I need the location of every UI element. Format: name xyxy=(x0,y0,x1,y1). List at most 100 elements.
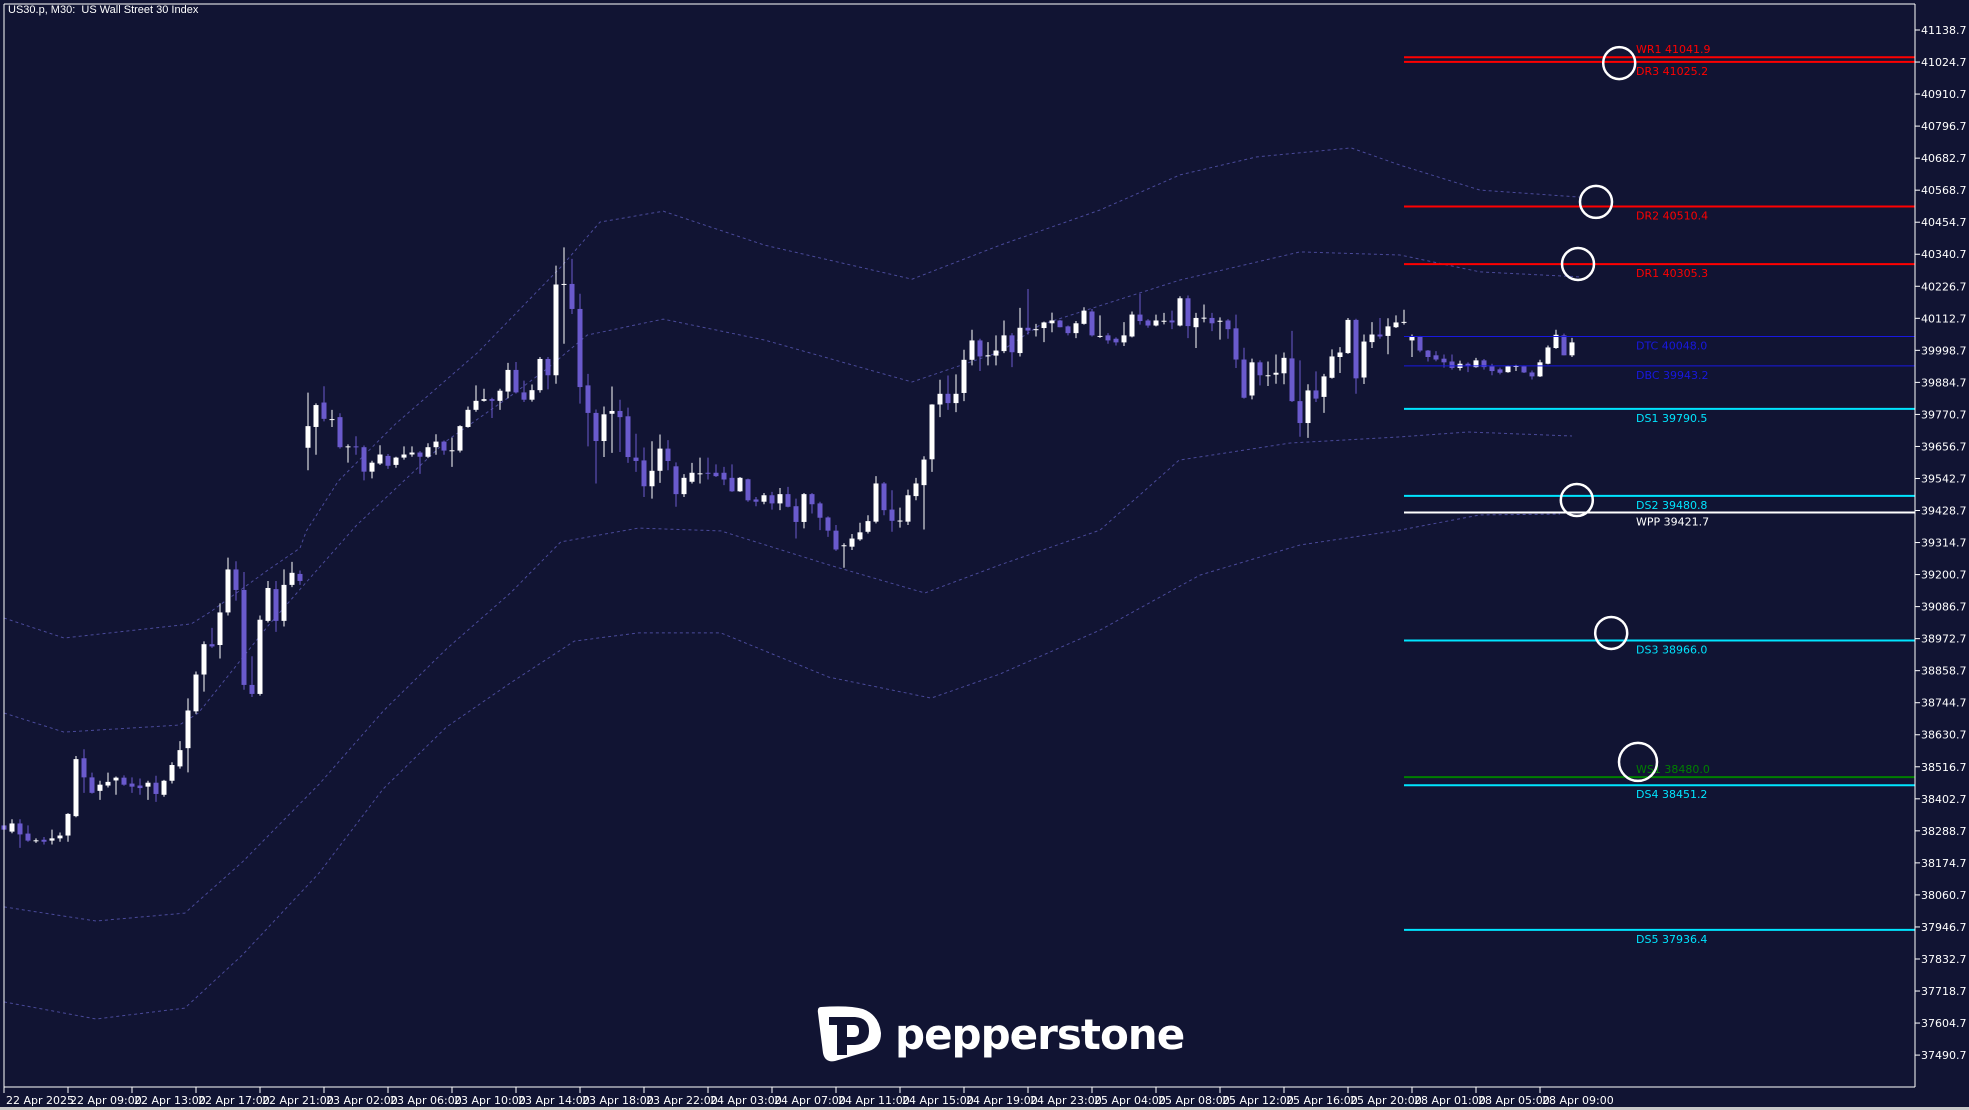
candle xyxy=(1089,308,1095,337)
candle-body-bear xyxy=(297,573,303,581)
candle xyxy=(753,496,759,507)
candle-body-bull xyxy=(1017,327,1023,354)
candle xyxy=(1065,325,1071,336)
level-dbc[interactable]: DBC 39943.2 xyxy=(1404,365,1915,382)
candle xyxy=(729,464,735,492)
candle-body-bear xyxy=(249,684,255,694)
candle xyxy=(569,258,575,315)
candle xyxy=(593,409,599,484)
candle xyxy=(1321,373,1327,413)
price-tick-label: 37490.7 xyxy=(1921,1049,1967,1062)
candle-body-bull xyxy=(169,765,175,781)
candle-body-bear xyxy=(945,393,951,404)
candle-body-bear xyxy=(593,412,599,442)
level-label: WPP 39421.7 xyxy=(1636,515,1709,528)
price-axis[interactable]: 41138.7 41024.7 40910.7 40796.7 40682.7 40568… xyxy=(1915,24,1967,1062)
candle-body-bull xyxy=(1081,310,1087,324)
candle xyxy=(809,493,815,514)
level-ds5[interactable]: DS5 37936.4 xyxy=(1404,928,1915,946)
candle xyxy=(545,356,551,390)
candle xyxy=(1081,307,1087,325)
candle-body-bull xyxy=(97,784,103,791)
candle-body-bear xyxy=(1225,320,1231,330)
candle xyxy=(601,406,607,458)
candle xyxy=(129,777,135,793)
candle xyxy=(689,462,695,484)
candle xyxy=(561,247,567,344)
candle-body-bull xyxy=(289,572,295,585)
candle xyxy=(961,349,967,402)
level-dr2[interactable]: DR2 40510.4 xyxy=(1404,205,1915,223)
candle-body-bull xyxy=(657,448,663,471)
candle xyxy=(1313,371,1319,402)
level-ds3[interactable]: DS3 38966.0 xyxy=(1404,639,1915,657)
price-tick-label: 40226.7 xyxy=(1921,280,1967,293)
level-ws1[interactable]: WS1 38480.0 xyxy=(1404,763,1915,779)
level-label: DTC 40048.0 xyxy=(1636,339,1707,352)
price-tick-label: 38402.7 xyxy=(1921,793,1967,806)
candle xyxy=(113,776,119,795)
candle xyxy=(969,329,975,366)
candle xyxy=(1481,358,1487,370)
candle xyxy=(841,543,847,568)
candle-body-bull xyxy=(465,409,471,427)
level-ds1[interactable]: DS1 39790.5 xyxy=(1404,407,1915,425)
candle-body-bear xyxy=(209,644,215,647)
candle xyxy=(977,338,983,372)
time-tick-label: 22 Apr 17:00 xyxy=(198,1094,270,1107)
time-tick-label: 24 Apr 23:00 xyxy=(1030,1094,1102,1107)
candle-body-bear xyxy=(881,483,887,511)
candle-body-bear xyxy=(577,308,583,388)
candle-body-bear xyxy=(441,441,447,451)
candle xyxy=(209,627,215,648)
level-dr1[interactable]: DR1 40305.3 xyxy=(1404,263,1915,280)
candle xyxy=(177,741,183,769)
candle-body-bull xyxy=(1513,365,1519,367)
candle-body-bull xyxy=(601,414,607,442)
candle xyxy=(1497,367,1503,375)
candle xyxy=(361,445,367,481)
candle xyxy=(1209,312,1215,332)
level-ds4[interactable]: DS4 38451.2 xyxy=(1404,784,1915,801)
time-tick-label: 23 Apr 02:00 xyxy=(326,1094,398,1107)
candle-body-bull xyxy=(33,840,39,842)
price-tick-label: 39884.7 xyxy=(1921,376,1967,389)
candle xyxy=(425,443,431,459)
level-dtc[interactable]: DTC 40048.0 xyxy=(1404,335,1915,352)
candle xyxy=(81,749,87,793)
price-tick-label: 38744.7 xyxy=(1921,697,1967,710)
candle xyxy=(1361,334,1367,384)
pepperstone-logo-icon xyxy=(817,1006,881,1062)
candle-body-bull xyxy=(953,393,959,404)
level-wr1[interactable]: WR1 41041.9 xyxy=(1404,43,1915,59)
level-wpp[interactable]: WPP 39421.7 xyxy=(1404,511,1915,528)
circle-markers xyxy=(1559,45,1659,783)
candle xyxy=(1073,321,1079,339)
logo-text: pepperstone xyxy=(895,1009,1185,1059)
candle-body-bull xyxy=(681,477,687,495)
time-tick-label: 25 Apr 12:00 xyxy=(1222,1094,1294,1107)
candle xyxy=(1369,322,1375,349)
candle xyxy=(777,487,783,511)
candle xyxy=(41,836,47,845)
level-ds2[interactable]: DS2 39480.8 xyxy=(1404,494,1915,512)
candle-body-bear xyxy=(977,340,983,357)
candle xyxy=(825,516,831,537)
candle-body-bull xyxy=(9,823,15,832)
candle xyxy=(1417,335,1423,353)
level-label: DS4 38451.2 xyxy=(1636,788,1707,801)
candle-body-bull xyxy=(1553,334,1559,349)
candle xyxy=(993,335,999,366)
candle xyxy=(1169,310,1175,330)
level-dr3[interactable]: DR3 41025.2 xyxy=(1404,60,1915,78)
time-tick-label: 22 Apr 21:00 xyxy=(262,1094,334,1107)
candle-body-bull xyxy=(1473,360,1479,368)
candle-body-bear xyxy=(721,472,727,480)
candle-body-bear xyxy=(745,479,751,501)
candle-body-bull xyxy=(1401,321,1407,323)
price-tick-label: 40112.7 xyxy=(1921,312,1967,325)
candle-body-bear xyxy=(1145,320,1151,326)
